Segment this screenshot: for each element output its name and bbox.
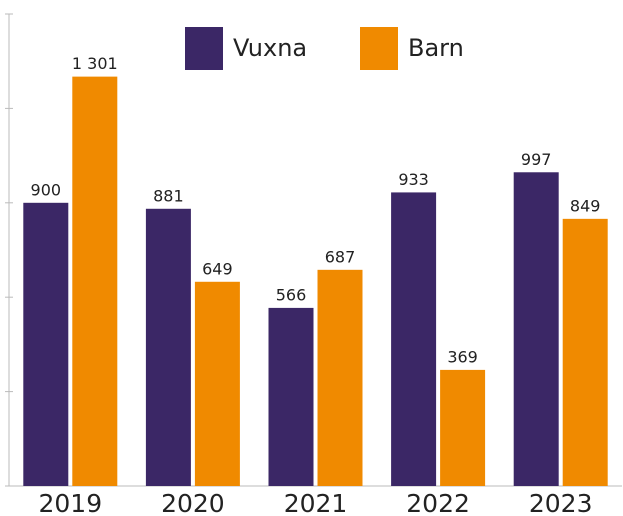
bar <box>145 208 191 486</box>
x-tick-label: 2022 <box>406 489 470 516</box>
bar <box>23 202 69 487</box>
bar <box>317 269 363 486</box>
value-label: 849 <box>570 196 601 215</box>
bar <box>513 172 559 486</box>
bar <box>268 307 314 486</box>
value-label: 649 <box>202 259 233 278</box>
bar <box>562 218 608 486</box>
value-label: 900 <box>31 180 62 199</box>
value-label: 687 <box>325 247 356 266</box>
x-tick-label: 2023 <box>529 489 593 516</box>
bar <box>72 76 118 487</box>
value-label: 997 <box>521 150 552 169</box>
x-tick-label: 2020 <box>161 489 225 516</box>
value-label: 369 <box>447 347 478 366</box>
value-label: 1 301 <box>72 54 118 73</box>
legend-label: Barn <box>408 34 464 62</box>
bar <box>440 369 486 486</box>
x-tick-label: 2021 <box>284 489 348 516</box>
legend-label: Vuxna <box>233 34 307 62</box>
x-tick-label: 2019 <box>38 489 102 516</box>
legend-swatch <box>185 27 223 70</box>
value-label: 933 <box>398 170 429 189</box>
legend-swatch <box>360 27 398 70</box>
bar <box>194 281 240 486</box>
value-label: 881 <box>153 186 184 205</box>
bar <box>391 192 437 486</box>
value-label: 566 <box>276 285 307 304</box>
